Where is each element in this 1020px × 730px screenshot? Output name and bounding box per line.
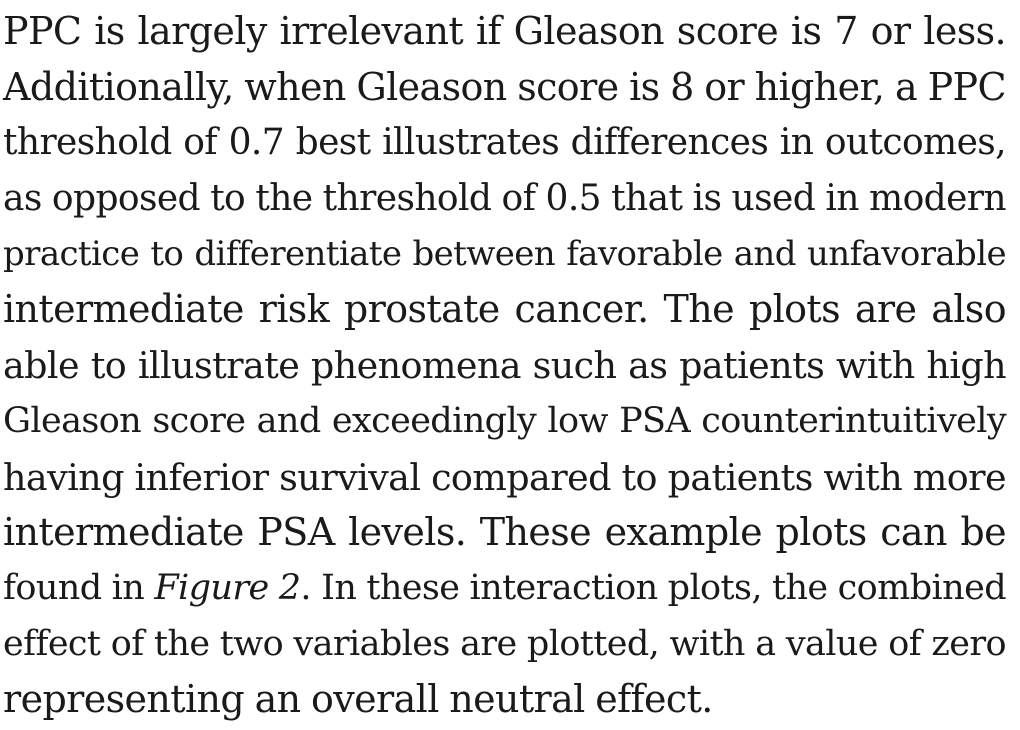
text-line: effect of the two variables are plotted,… (3, 623, 1007, 664)
text-line: able to illustrate phenomena such as pat… (3, 344, 1007, 388)
text-line: intermediate risk prostate cancer. The p… (3, 287, 1007, 332)
text-line: having inferior survival compared to pat… (3, 455, 1007, 499)
body-paragraph: PPC is largely irrelevant if Gleason sco… (3, 0, 1007, 728)
text-line: Gleason score and exceedingly low PSA co… (3, 400, 1007, 441)
text-line: threshold of 0.7 best illustrates differ… (3, 122, 1007, 164)
text-line: PPC is largely irrelevant if Gleason sco… (3, 9, 1007, 53)
text-line: Additionally, when Gleason score is 8 or… (3, 64, 1007, 109)
text-line-with-figure-ref: found in Figure 2. In these interaction … (3, 561, 1007, 617)
text-line: intermediate PSA levels. These example p… (3, 510, 1007, 555)
text-line: as opposed to the threshold of 0.5 that … (3, 178, 1007, 220)
text-line: practice to differentiate between favora… (3, 233, 1007, 274)
text-line: representing an overall neutral effect. (3, 677, 713, 722)
figure-reference: Figure 2 (154, 567, 301, 608)
text-segment: found in (3, 567, 155, 608)
text-segment: . In these interaction plots, the combin… (300, 567, 1006, 608)
